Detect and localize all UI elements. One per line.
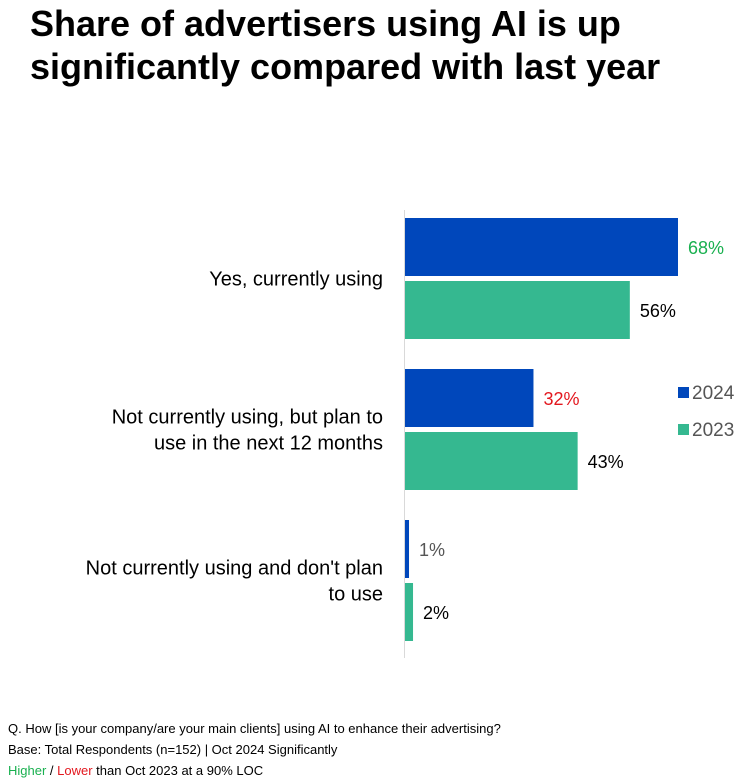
footnote-lower: Lower: [57, 763, 93, 778]
bars-group: [405, 218, 678, 641]
value-label-2024-cat-2: 32%: [543, 389, 579, 409]
value-label-2024-cat-1: 68%: [688, 238, 724, 258]
footnote-significance: Higher / Lower than Oct 2023 at a 90% LO…: [8, 762, 263, 780]
chart-title-line-2: significantly compared with last year: [30, 46, 661, 87]
value-label-2023-cat-3: 2%: [423, 603, 449, 623]
bar-2024-cat-2: [405, 369, 534, 427]
category-label-3-line-1: Not currently using and don't plan: [86, 558, 383, 580]
value-label-2023-cat-1: 56%: [640, 301, 676, 321]
legend-swatch-2023: [678, 424, 689, 435]
bar-2023-cat-2: [405, 432, 578, 490]
footnote-question: Q. How [is your company/are your main cl…: [8, 721, 501, 736]
footnote-tail: than Oct 2023 at a 90% LOC: [92, 763, 264, 778]
footnote-higher: Higher: [8, 763, 47, 778]
bar-2023-cat-3: [405, 583, 414, 641]
legend: 2024 2023: [678, 383, 735, 441]
category-label-1-line-1: Yes, currently using: [209, 269, 383, 291]
category-label-2-line-2: use in the next 12 months: [154, 433, 383, 455]
legend-label-2023: 2023: [692, 420, 734, 441]
chart-title: Share of advertisers using AI is up sign…: [30, 2, 740, 88]
bar-2024-cat-3: [405, 520, 410, 578]
category-label-3-line-2: to use: [329, 584, 383, 606]
value-labels-group: 68% 56% 32% 43% 1% 2%: [419, 238, 724, 623]
legend-swatch-2024: [678, 387, 689, 398]
footnote-base: Base: Total Respondents (n=152) | Oct 20…: [8, 742, 338, 757]
value-label-2024-cat-3: 1%: [419, 540, 445, 560]
value-label-2023-cat-2: 43%: [588, 452, 624, 472]
footnote-separator: /: [46, 763, 58, 778]
bar-2023-cat-1: [405, 281, 630, 339]
category-label-2-line-1: Not currently using, but plan to: [112, 407, 383, 429]
category-labels-group: Yes, currently using Not currently using,…: [86, 269, 383, 606]
bar-2024-cat-1: [405, 218, 678, 276]
legend-label-2024: 2024: [692, 383, 735, 404]
bar-chart: 68% 56% 32% 43% 1% 2% Yes, currently using Not…: [86, 210, 735, 658]
chart-title-line-1: Share of advertisers using AI is up: [30, 3, 621, 44]
